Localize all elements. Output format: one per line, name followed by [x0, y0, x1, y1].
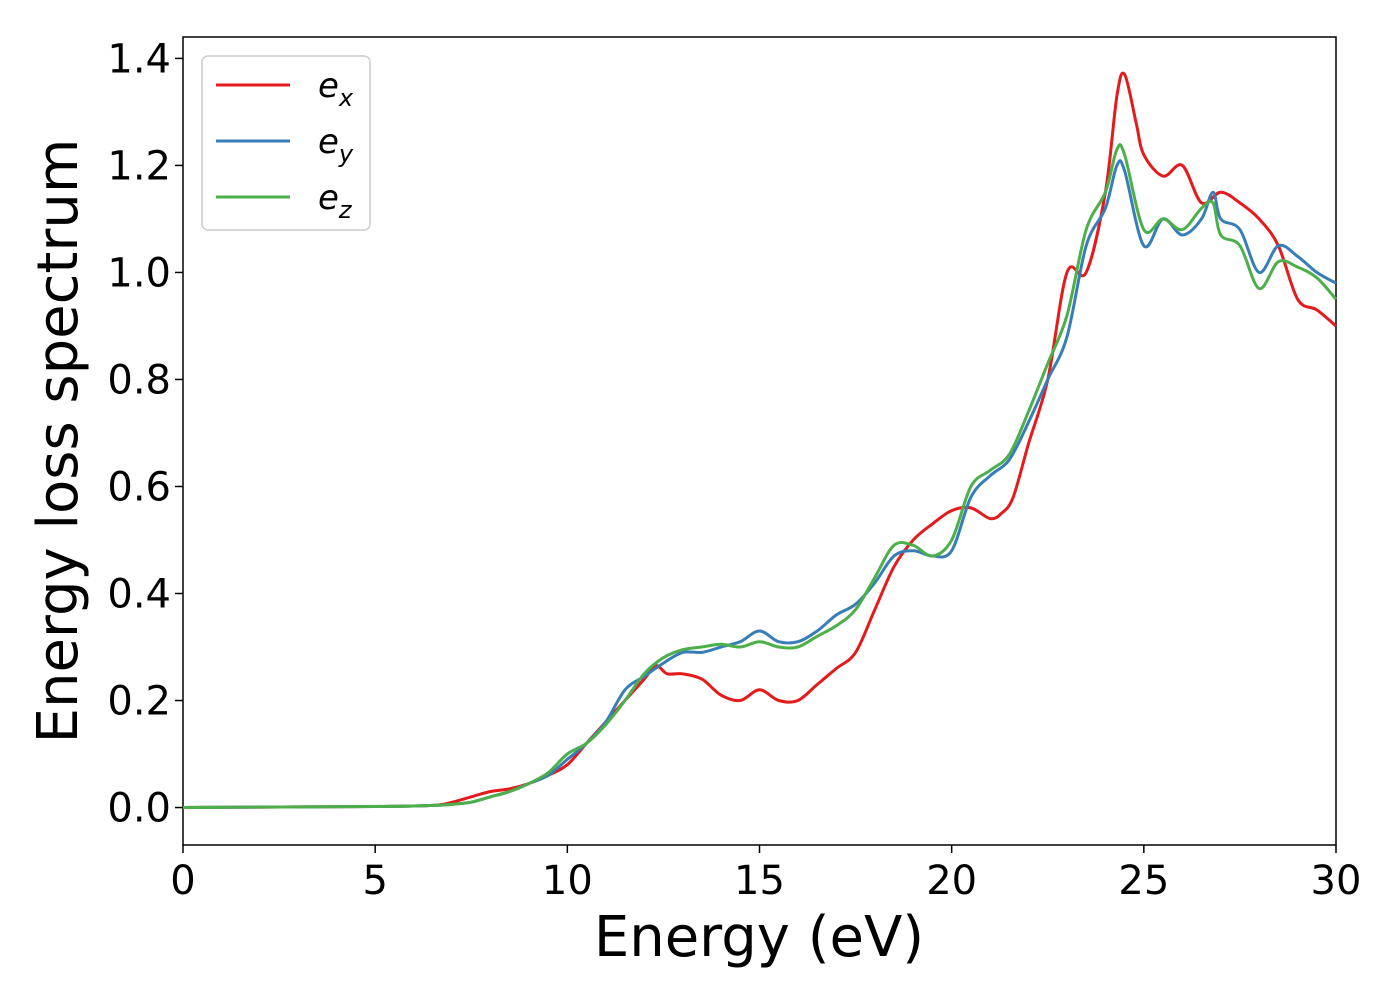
plot-area	[182, 36, 1337, 846]
series-curves	[182, 71, 1338, 809]
series-line-e_y	[182, 159, 1337, 809]
y-tick-label: 0.0	[107, 786, 171, 832]
x-tick-label: 10	[542, 858, 593, 904]
y-axis-ticks: 0.0 0.2 0.4 0.6 0.8 1.0 1.2 1.4	[107, 36, 183, 832]
y-tick-label: 0.4	[107, 572, 171, 618]
series-line-e_z	[182, 143, 1338, 809]
y-tick-label: 0.2	[107, 679, 171, 725]
y-axis-title: Energy loss spectrum	[26, 139, 91, 744]
x-tick-label: 5	[362, 858, 387, 904]
x-tick-label: 20	[926, 858, 977, 904]
y-tick-label: 1.4	[107, 36, 171, 82]
x-tick-label: 0	[170, 858, 195, 904]
legend-label-e_y: ey	[318, 122, 354, 168]
y-tick-label: 1.0	[107, 250, 171, 296]
x-tick-label: 15	[734, 858, 785, 904]
x-axis-ticks: 0 5 10 15 20 25 30	[170, 845, 1361, 904]
series-line-e_x	[182, 71, 1337, 809]
y-tick-label: 0.8	[107, 357, 171, 403]
legend-box	[201, 55, 371, 231]
legend: ex ey ez	[201, 55, 371, 231]
x-axis-title: Energy (eV)	[594, 905, 924, 970]
x-tick-label: 30	[1311, 858, 1362, 904]
legend-label-e_x: ex	[318, 66, 354, 112]
x-tick-label: 25	[1118, 858, 1169, 904]
legend-label-e_z: ez	[318, 178, 353, 224]
y-tick-label: 0.6	[107, 464, 171, 510]
y-tick-label: 1.2	[107, 143, 171, 189]
